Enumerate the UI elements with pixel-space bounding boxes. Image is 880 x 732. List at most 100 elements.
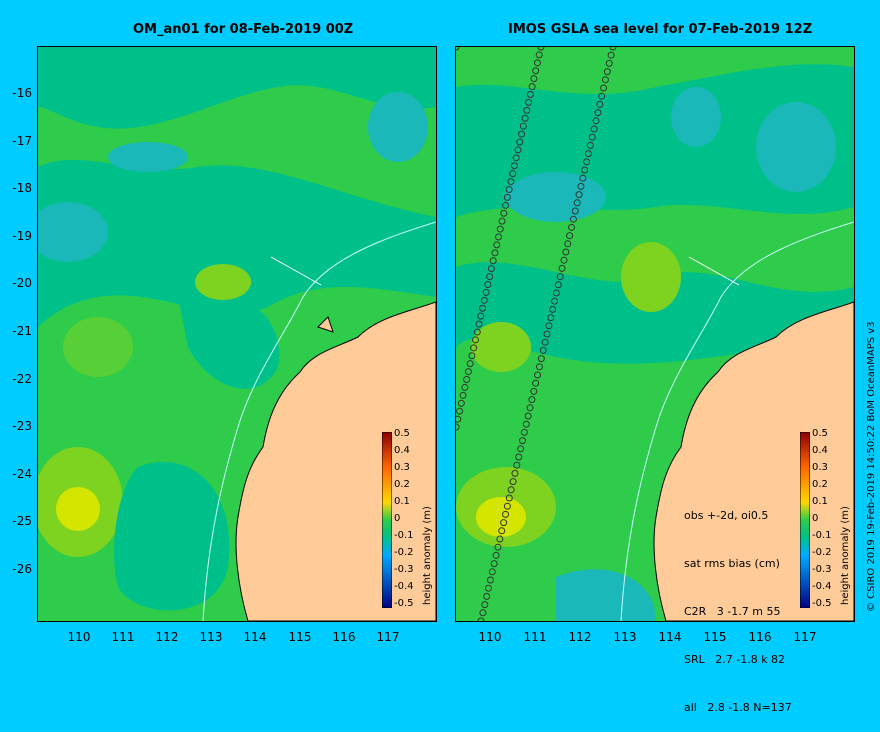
track-point — [481, 601, 489, 609]
track-point — [525, 98, 533, 106]
track-point — [470, 344, 478, 352]
track-point — [489, 257, 497, 265]
left-colorbar — [382, 432, 392, 608]
track-point — [528, 396, 536, 404]
track-point — [532, 379, 540, 387]
lat-tick: -18 — [12, 181, 32, 195]
lat-tick: -19 — [12, 229, 32, 243]
track-point — [566, 232, 574, 240]
track-point — [491, 249, 499, 257]
track-point — [515, 453, 523, 461]
track-point — [552, 289, 560, 297]
track-point — [528, 83, 536, 91]
lon-tick: 110 — [67, 630, 91, 644]
track-point — [459, 391, 467, 399]
lon-tick: 114 — [243, 630, 267, 644]
track-point — [526, 91, 534, 98]
track-point — [598, 92, 606, 100]
track-point — [512, 154, 520, 162]
track-point — [509, 170, 517, 178]
track-point — [554, 281, 562, 289]
track-point — [468, 352, 476, 360]
track-point — [463, 376, 471, 383]
track-point — [484, 281, 492, 288]
track-point — [485, 584, 493, 592]
lat-tick: -17 — [12, 134, 32, 148]
track-point — [535, 363, 543, 371]
track-point — [584, 150, 592, 158]
track-point — [549, 305, 557, 313]
lat-tick: -24 — [12, 467, 32, 481]
track-point — [490, 560, 498, 568]
lon-tick: 115 — [288, 630, 312, 644]
track-point — [492, 551, 500, 559]
track-point — [519, 122, 527, 130]
track-point — [588, 133, 596, 141]
track-point — [510, 162, 518, 170]
track-point — [486, 273, 494, 281]
track-point — [496, 535, 504, 543]
lat-tick: -21 — [12, 324, 32, 338]
track-point — [505, 186, 513, 193]
track-point — [560, 256, 568, 264]
track-point — [513, 461, 521, 469]
track-point — [569, 215, 577, 223]
track-point — [502, 510, 510, 518]
track-point — [537, 355, 545, 363]
track-point — [558, 264, 566, 272]
stats-line: C2R 3 -1.7 m 55 — [684, 605, 781, 618]
track-point — [601, 76, 609, 84]
lon-tick: 116 — [748, 630, 772, 644]
track-point — [532, 67, 540, 75]
track-point — [592, 117, 600, 125]
track-point — [509, 478, 517, 486]
track-point — [488, 568, 496, 576]
lon-tick: 113 — [613, 630, 637, 644]
stats-line: sat rms bias (cm) — [684, 557, 780, 570]
track-point — [571, 207, 579, 215]
track-point — [581, 166, 589, 174]
stats-line: SRL 2.7 -1.8 k 82 — [684, 653, 786, 666]
track-point — [473, 328, 481, 336]
lat-tick: -20 — [12, 276, 32, 290]
track-point — [523, 106, 531, 114]
lat-tick: -22 — [12, 372, 32, 386]
lat-tick: -16 — [12, 86, 32, 100]
track-point — [537, 47, 545, 51]
track-point — [603, 68, 611, 76]
lon-tick: 112 — [568, 630, 592, 644]
track-point — [573, 199, 581, 207]
track-point — [564, 240, 572, 248]
track-point — [539, 346, 547, 354]
track-point — [498, 217, 506, 225]
track-point — [503, 193, 511, 201]
track-point — [607, 51, 615, 59]
track-point — [522, 420, 530, 428]
stats-line: obs +-2d, oi0.5 — [684, 509, 769, 522]
track-point — [477, 312, 485, 320]
track-point — [479, 609, 487, 617]
track-point — [495, 233, 502, 241]
track-point — [500, 209, 508, 217]
track-point — [505, 494, 513, 502]
track-point — [556, 273, 564, 281]
right-colorbar-label: height anomaly (m) — [840, 506, 851, 605]
lon-tick: 114 — [658, 630, 682, 644]
track-point — [514, 146, 522, 154]
track-point — [596, 100, 604, 108]
track-point — [496, 225, 504, 233]
left-map — [37, 46, 437, 622]
track-point — [551, 297, 559, 305]
track-point — [494, 543, 502, 551]
track-point — [577, 182, 585, 190]
track-point — [518, 130, 526, 138]
track-point — [500, 519, 508, 527]
lat-tick: -26 — [12, 562, 32, 576]
track-point — [456, 423, 460, 431]
track-point — [461, 383, 469, 391]
lon-tick: 117 — [793, 630, 817, 644]
track-point — [503, 502, 511, 510]
track-point — [533, 59, 541, 67]
lon-tick: 110 — [478, 630, 502, 644]
track-point — [543, 330, 551, 338]
